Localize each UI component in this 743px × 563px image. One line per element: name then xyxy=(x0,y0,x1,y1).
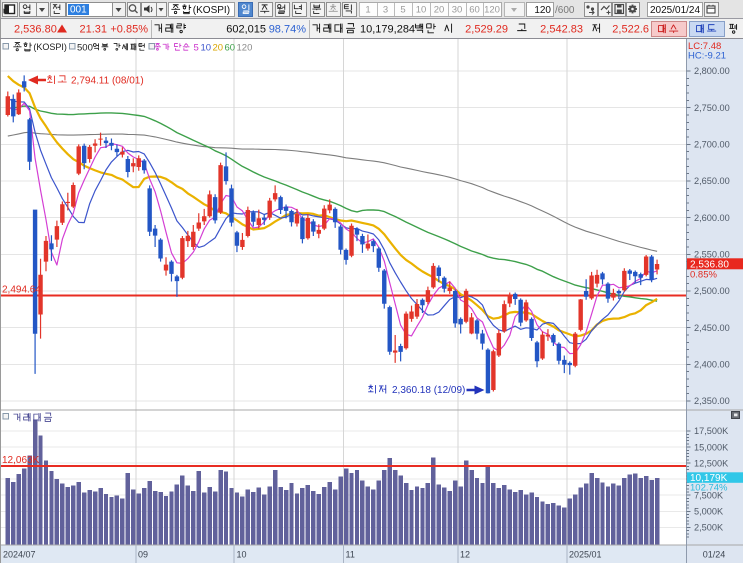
svg-text:2,794.11 (08/01): 2,794.11 (08/01) xyxy=(71,76,144,87)
svg-text:2,350.00: 2,350.00 xyxy=(694,396,730,406)
svg-text:2025/01/24: 2025/01/24 xyxy=(650,5,700,16)
svg-text:2,550.00: 2,550.00 xyxy=(694,250,730,260)
svg-text:5: 5 xyxy=(400,5,405,16)
svg-text:2,450.00: 2,450.00 xyxy=(694,323,730,333)
svg-text:HC:-9.21: HC:-9.21 xyxy=(688,51,726,62)
svg-text:(KOSPI): (KOSPI) xyxy=(193,5,230,16)
svg-text:2,750.00: 2,750.00 xyxy=(694,103,730,113)
svg-text:001: 001 xyxy=(70,5,87,16)
svg-text:10,179,284: 10,179,284 xyxy=(360,24,415,36)
svg-text:2024/07: 2024/07 xyxy=(3,550,36,560)
svg-text:2,529.29: 2,529.29 xyxy=(465,24,508,36)
svg-text:01/24: 01/24 xyxy=(703,550,726,560)
svg-text:0.85%: 0.85% xyxy=(690,270,717,281)
svg-text:102.74%: 102.74% xyxy=(690,483,728,494)
svg-text:5: 5 xyxy=(194,43,199,54)
svg-text:2,500K: 2,500K xyxy=(694,523,724,533)
svg-text:120: 120 xyxy=(534,5,551,16)
svg-text:/600: /600 xyxy=(555,5,575,16)
svg-text:12,500K: 12,500K xyxy=(694,458,729,468)
svg-text:3: 3 xyxy=(383,5,388,16)
svg-text:21.31: 21.31 xyxy=(79,24,107,36)
svg-text:60: 60 xyxy=(225,43,236,54)
svg-text:11: 11 xyxy=(346,550,355,560)
svg-text:2,494.64: 2,494.64 xyxy=(2,285,41,296)
svg-text:120: 120 xyxy=(237,43,253,54)
svg-text:2,400.00: 2,400.00 xyxy=(694,360,730,370)
svg-text:2,700.00: 2,700.00 xyxy=(694,140,730,150)
svg-text:10: 10 xyxy=(416,5,427,16)
svg-text:2,800.00: 2,800.00 xyxy=(694,66,730,76)
svg-text:2,536.80: 2,536.80 xyxy=(14,24,57,36)
svg-text:1: 1 xyxy=(365,5,370,16)
svg-text:2,522.6: 2,522.6 xyxy=(612,24,649,36)
svg-text:2,650.00: 2,650.00 xyxy=(694,176,730,186)
svg-text:30: 30 xyxy=(452,5,463,16)
svg-text:12: 12 xyxy=(460,550,470,560)
svg-text:98.74%: 98.74% xyxy=(269,24,307,36)
svg-text:(KOSPI): (KOSPI) xyxy=(33,42,67,52)
svg-text:20: 20 xyxy=(213,43,224,54)
svg-text:2,360.18 (12/09): 2,360.18 (12/09) xyxy=(392,385,465,396)
svg-text:10: 10 xyxy=(237,550,247,560)
svg-text:12,063K: 12,063K xyxy=(2,455,40,466)
svg-text:2,542.83: 2,542.83 xyxy=(540,24,583,36)
svg-text:7,500K: 7,500K xyxy=(694,490,724,500)
svg-text:500: 500 xyxy=(77,42,93,53)
svg-text:2025/01: 2025/01 xyxy=(569,550,602,560)
svg-text:10,179K: 10,179K xyxy=(690,473,728,484)
svg-text:60: 60 xyxy=(469,5,480,16)
svg-text:17,500K: 17,500K xyxy=(694,426,729,436)
svg-text:09: 09 xyxy=(138,550,148,560)
svg-text:602,015: 602,015 xyxy=(226,24,266,36)
svg-text:10: 10 xyxy=(201,43,212,54)
svg-text:2,536.80: 2,536.80 xyxy=(690,259,729,270)
svg-text:5,000K: 5,000K xyxy=(694,507,724,517)
svg-text:120: 120 xyxy=(484,5,500,16)
svg-text:2,600.00: 2,600.00 xyxy=(694,213,730,223)
svg-text:LC:7.48: LC:7.48 xyxy=(688,41,721,52)
svg-text:+0.85%: +0.85% xyxy=(110,24,148,36)
svg-text:2,500.00: 2,500.00 xyxy=(694,286,730,296)
svg-text:20: 20 xyxy=(434,5,445,16)
svg-text:15,000K: 15,000K xyxy=(694,442,729,452)
